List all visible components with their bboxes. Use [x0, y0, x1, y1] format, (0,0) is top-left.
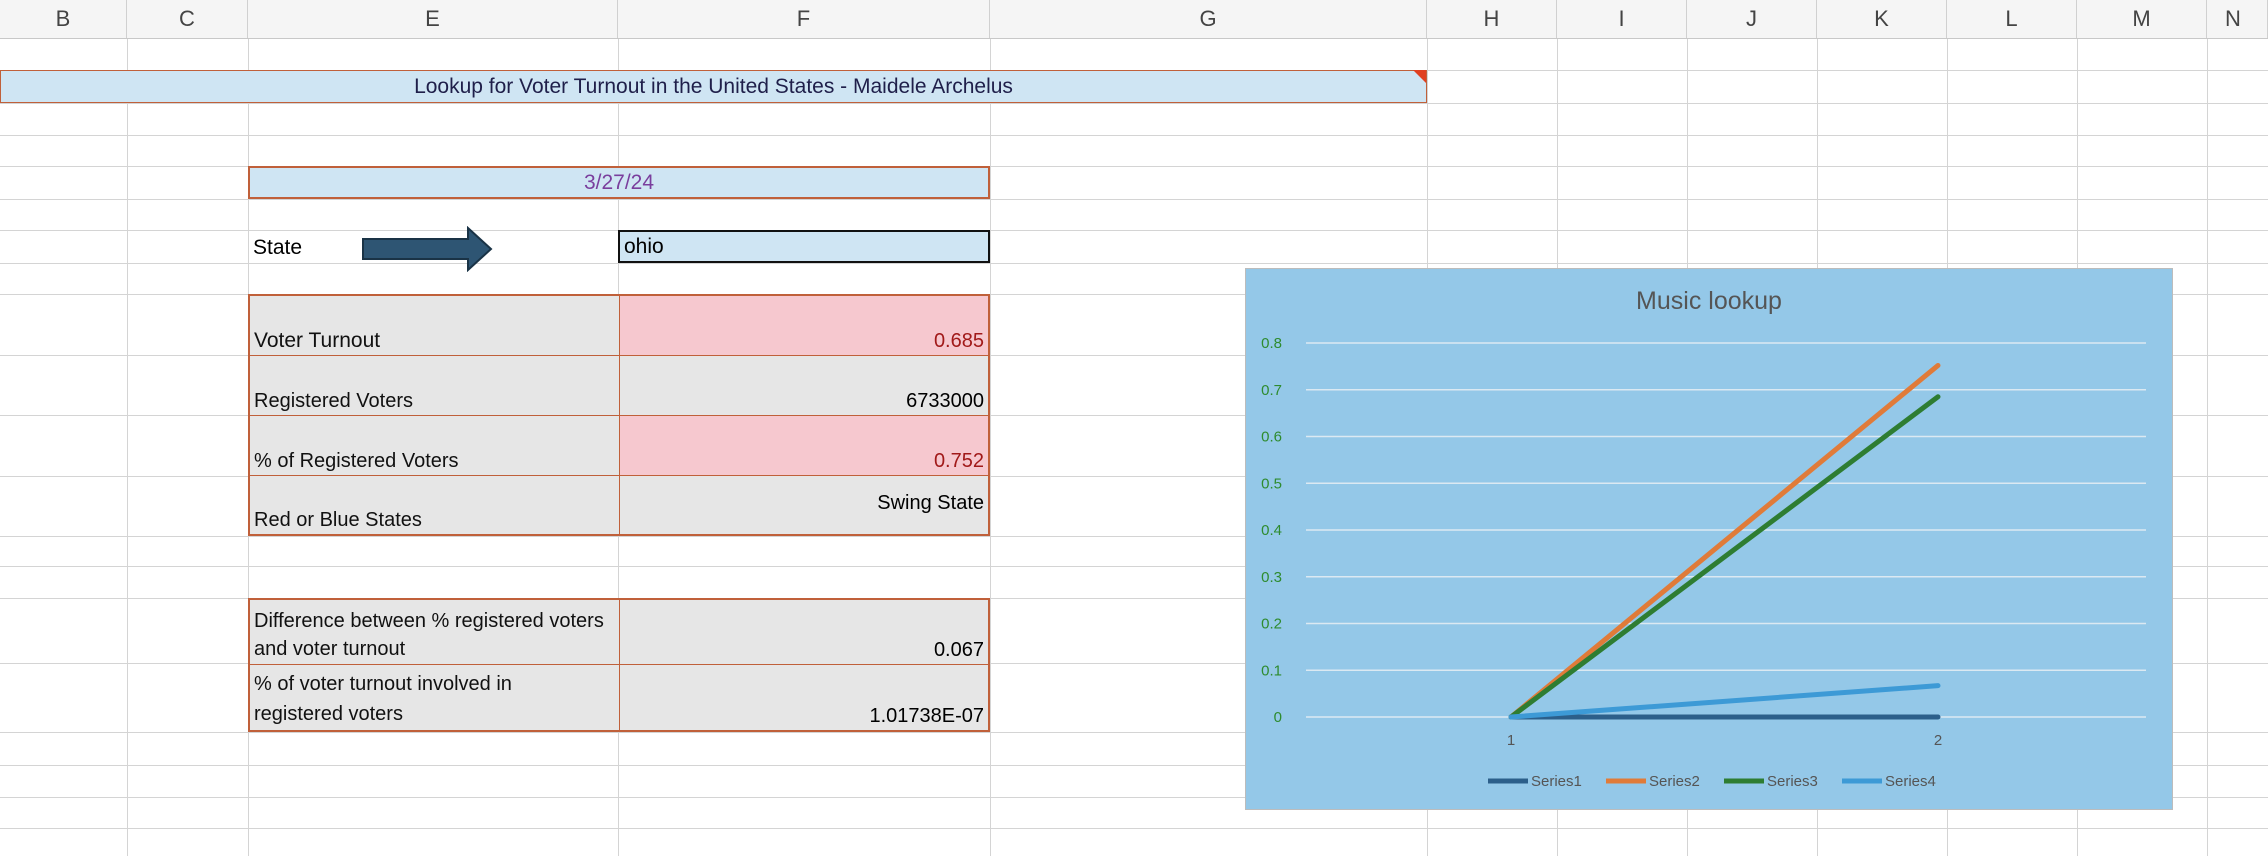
y-tick-label: 0.6 [1261, 429, 1282, 446]
column-header-e[interactable]: E [248, 0, 618, 38]
column-header-c[interactable]: C [127, 0, 248, 38]
x-tick-label: 2 [1934, 732, 1942, 749]
difference-table: Difference between % registered voters a… [248, 598, 990, 732]
stat-label-cell[interactable]: Red or Blue States [250, 476, 620, 534]
sheet-title-cell[interactable]: Lookup for Voter Turnout in the United S… [0, 70, 1427, 103]
column-header-f[interactable]: F [618, 0, 990, 38]
ratio-label-cell[interactable]: % of voter turnout involved in registere… [250, 665, 620, 730]
y-tick-label: 0.7 [1261, 382, 1282, 399]
diff-label-line2: and voter turnout [254, 638, 406, 660]
ratio-value: 1.01738E-07 [869, 705, 984, 727]
legend-label-series4: Series4 [1885, 773, 1936, 790]
y-tick-label: 0.5 [1261, 475, 1282, 492]
x-tick-label: 1 [1507, 732, 1515, 749]
diff-label-cell[interactable]: Difference between % registered voters a… [250, 600, 620, 665]
registered-voters-label: Registered Voters [254, 390, 413, 412]
stat-label-cell[interactable]: Voter Turnout [250, 296, 620, 356]
diff-label-line1: Difference between % registered voters [254, 610, 604, 632]
legend-label-series1: Series1 [1531, 773, 1582, 790]
red-blue-label: Red or Blue States [254, 509, 422, 531]
ratio-label-line1: % of voter turnout involved in [254, 673, 512, 695]
column-header-b[interactable]: B [0, 0, 127, 38]
ratio-label-line2: registered voters [254, 703, 403, 725]
right-arrow-shape[interactable] [360, 226, 494, 272]
ratio-value-cell[interactable]: 1.01738E-07 [620, 665, 988, 730]
stat-label-cell[interactable]: % of Registered Voters [250, 416, 620, 476]
series-line-series3 [1508, 394, 1941, 720]
column-header-m[interactable]: M [2077, 0, 2207, 38]
date-cell[interactable]: 3/27/24 [248, 166, 990, 199]
y-tick-label: 0.8 [1261, 335, 1282, 352]
stat-value-cell[interactable]: 0.685 [620, 296, 988, 356]
column-header-k[interactable]: K [1817, 0, 1947, 38]
chart-plot-svg: Music lookup 0 0.1 0.2 0.3 0.4 0.5 0.6 0.7 0.8 1 2 S… [1261, 287, 2146, 790]
column-header-i[interactable]: I [1557, 0, 1687, 38]
series-line-series2 [1508, 362, 1941, 720]
stat-value-cell[interactable]: Swing State [620, 476, 988, 534]
column-header-bar: B C E F G H I J K L M N [0, 0, 2268, 39]
red-blue-value: Swing State [877, 492, 984, 514]
column-header-h[interactable]: H [1427, 0, 1557, 38]
y-tick-label: 0.1 [1261, 662, 1282, 679]
registered-voters-value: 6733000 [906, 390, 984, 412]
stat-value-cell[interactable]: 6733000 [620, 356, 988, 416]
y-tick-label: 0 [1274, 709, 1282, 726]
column-header-n[interactable]: N [2207, 0, 2268, 38]
y-tick-label: 0.2 [1261, 616, 1282, 633]
voter-turnout-value: 0.685 [933, 330, 984, 352]
state-label: State [253, 236, 303, 259]
stat-label-cell[interactable]: Registered Voters [250, 356, 620, 416]
legend-label-series3: Series3 [1767, 773, 1818, 790]
state-input-cell[interactable]: ohio [618, 230, 990, 263]
column-header-l[interactable]: L [1947, 0, 2077, 38]
voter-turnout-label: Voter Turnout [254, 329, 381, 352]
comment-indicator-icon[interactable] [1413, 70, 1426, 83]
legend-label-series2: Series2 [1649, 773, 1700, 790]
stat-value-cell[interactable]: 0.752 [620, 416, 988, 476]
y-tick-label: 0.3 [1261, 569, 1282, 586]
column-header-g[interactable]: G [990, 0, 1427, 38]
diff-value: 0.067 [933, 639, 984, 661]
pct-registered-label: % of Registered Voters [254, 450, 459, 472]
pct-registered-value: 0.752 [933, 450, 984, 472]
stats-table: Voter Turnout 0.685 Registered Voters 67… [248, 294, 990, 536]
series-line-series4 [1508, 683, 1941, 720]
y-tick-label: 0.4 [1261, 522, 1282, 539]
diff-value-cell[interactable]: 0.067 [620, 600, 988, 665]
line-chart[interactable]: Music lookup 0 0.1 0.2 0.3 0.4 0.5 0.6 0.7 0.8 1 2 S… [1245, 268, 2173, 810]
column-header-j[interactable]: J [1687, 0, 1817, 38]
chart-title: Music lookup [1636, 287, 1782, 315]
